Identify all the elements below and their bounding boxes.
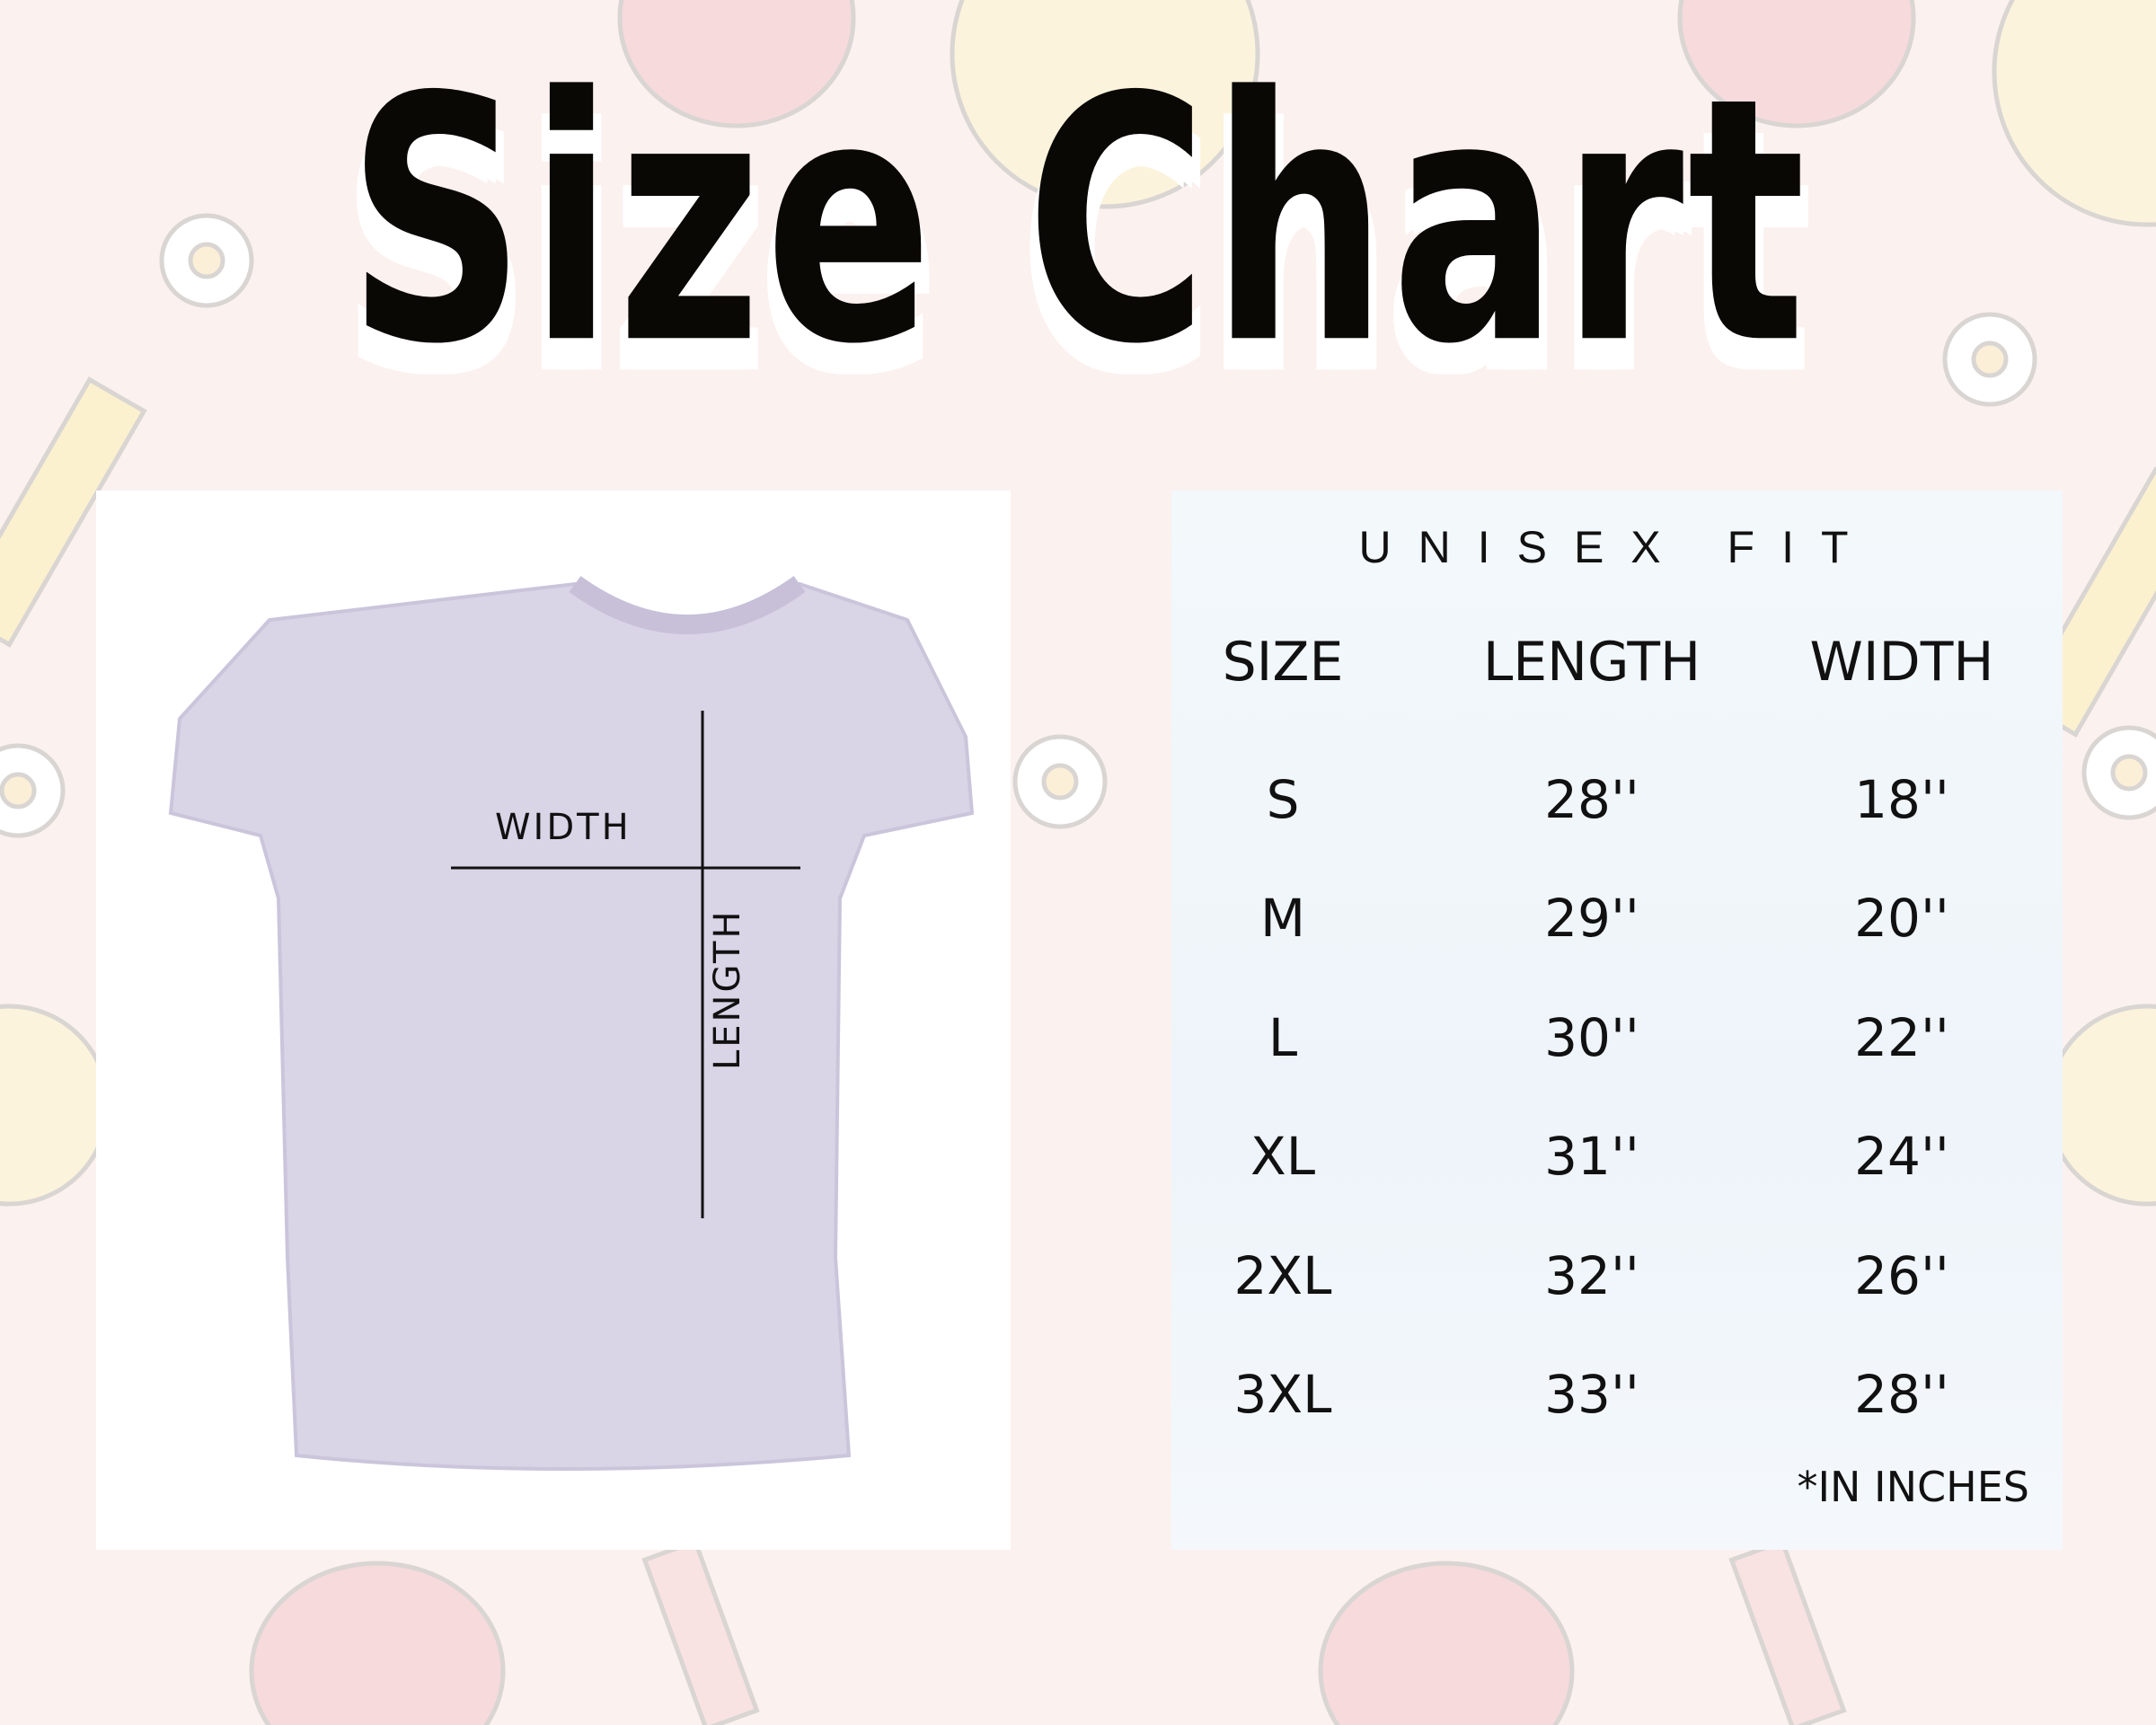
column-header-size: SIZE bbox=[1222, 631, 1344, 694]
length-cell: 30'' bbox=[1544, 1006, 1639, 1068]
width-cell: 28'' bbox=[1854, 1364, 1949, 1425]
size-cell: L bbox=[1268, 1006, 1298, 1068]
column-header-width: WIDTH bbox=[1809, 631, 1994, 694]
length-label: LENGTH bbox=[707, 908, 748, 1070]
size-cell: 3XL bbox=[1233, 1364, 1332, 1425]
size-cell: M bbox=[1259, 888, 1306, 950]
size-cell: XL bbox=[1250, 1126, 1316, 1188]
width-cell: 26'' bbox=[1854, 1244, 1949, 1306]
page-title: Size Chart bbox=[347, 25, 1809, 418]
width-cell: 18'' bbox=[1854, 769, 1949, 830]
ruler-icon bbox=[641, 1538, 760, 1725]
width-cell: 24'' bbox=[1854, 1126, 1949, 1188]
width-cell: 20'' bbox=[1854, 888, 1949, 950]
ruler-icon bbox=[1728, 1538, 1847, 1725]
smiley-icon bbox=[1992, 0, 2156, 227]
pencil-icon bbox=[0, 376, 147, 648]
flower-icon bbox=[159, 213, 254, 308]
size-table-panel bbox=[1171, 491, 2063, 1550]
size-cell: S bbox=[1266, 769, 1300, 830]
flower-icon bbox=[2081, 725, 2156, 820]
table-heading: UNISEX FIT bbox=[1358, 522, 1876, 572]
tshirt-collar bbox=[569, 576, 806, 634]
width-cell: 22'' bbox=[1854, 1006, 1949, 1068]
length-cell: 32'' bbox=[1544, 1244, 1639, 1306]
column-header-length: LENGTH bbox=[1482, 631, 1701, 694]
smiley-icon bbox=[950, 0, 1260, 209]
length-cell: 29'' bbox=[1544, 888, 1639, 950]
apple-icon bbox=[1677, 0, 1916, 128]
apple-icon bbox=[617, 0, 856, 128]
apple-icon bbox=[249, 1561, 506, 1725]
length-cell: 33'' bbox=[1544, 1364, 1639, 1425]
width-label: WIDTH bbox=[495, 807, 632, 848]
tshirt-image bbox=[168, 581, 975, 1471]
flower-icon bbox=[1942, 312, 2037, 407]
apple-icon bbox=[1318, 1561, 1575, 1725]
flower-icon bbox=[0, 743, 66, 838]
size-cell: 2XL bbox=[1233, 1244, 1332, 1306]
length-cell: 31'' bbox=[1544, 1126, 1639, 1188]
length-cell: 28'' bbox=[1544, 769, 1639, 830]
flower-icon bbox=[1012, 734, 1108, 829]
units-note: *IN INCHES bbox=[1797, 1463, 2029, 1511]
